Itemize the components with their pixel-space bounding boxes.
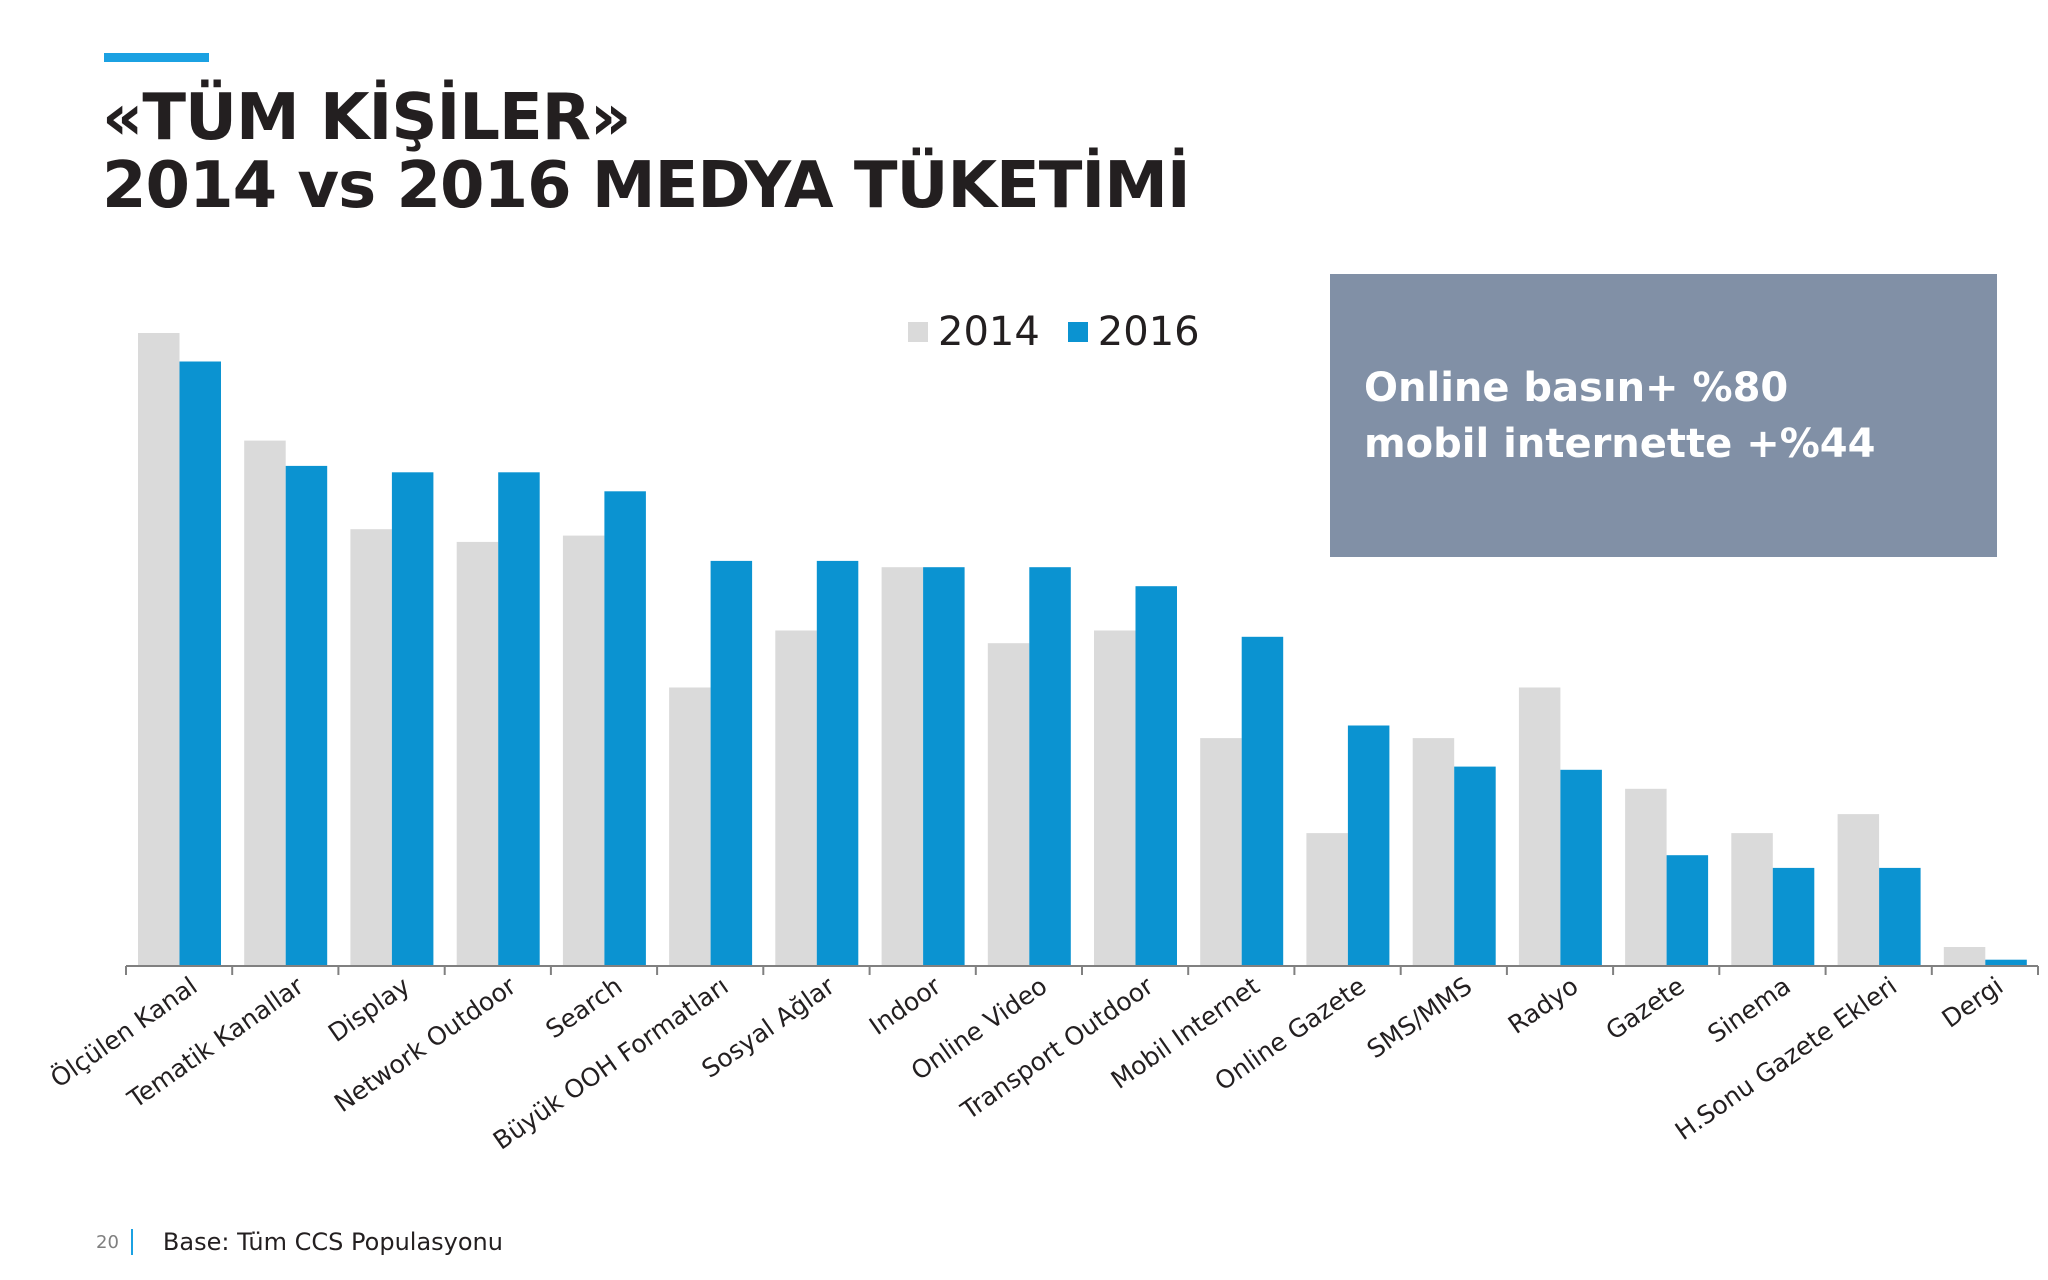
bar-2016-10 <box>1135 586 1177 966</box>
callout-line-1: Online basın+ %80 <box>1364 365 1789 411</box>
bar-2016-8 <box>923 567 965 966</box>
base-note: Base: Tüm CCS Populasyonu <box>162 1228 503 1256</box>
x-tick-label: Transport Outdoor <box>955 971 1159 1126</box>
bar-2014-16 <box>1731 833 1773 966</box>
callout-line-2: mobil internette +%44 <box>1364 421 1876 467</box>
chart-legend: 2014 2016 <box>908 307 1228 357</box>
bar-2016-12 <box>1347 725 1390 966</box>
bar-2016-6 <box>710 560 753 966</box>
legend-swatch-2016 <box>1067 322 1088 342</box>
bar-2016-14 <box>1560 769 1602 966</box>
bar-2014-7 <box>775 630 817 966</box>
bar-2014-9 <box>987 643 1030 966</box>
bar-2016-1 <box>179 361 221 966</box>
bar-2016-11 <box>1241 636 1284 966</box>
bar-2014-2 <box>244 440 286 967</box>
bar-2016-9 <box>1029 567 1071 966</box>
bar-2016-18 <box>1985 959 2027 966</box>
bar-2014-8 <box>881 567 924 966</box>
legend-label-2016: 2016 <box>1097 309 1200 355</box>
x-tick-label: Dergi <box>1937 971 2009 1033</box>
bar-2016-13 <box>1454 766 1496 966</box>
bar-2016-5 <box>604 491 646 967</box>
x-tick-label: Display <box>323 971 415 1048</box>
bar-2014-17 <box>1837 814 1880 966</box>
x-tick-label: Search <box>540 971 627 1044</box>
bar-2014-18 <box>1943 947 1986 966</box>
highlight-callout-box: Online basın+ %80 mobil internette +%44 <box>1330 274 1997 557</box>
page-number: 20 <box>96 1231 119 1253</box>
x-tick-label: SMS/MMS <box>1362 971 1478 1064</box>
bar-2014-5 <box>562 535 605 966</box>
bar-2016-3 <box>391 472 434 966</box>
legend-item-2016: 2016 <box>1067 309 1200 355</box>
footer: 20 Base: Tüm CCS Populasyonu <box>96 1222 503 1262</box>
legend-label-2014: 2014 <box>938 309 1040 355</box>
x-tick-label: Sinema <box>1702 971 1795 1049</box>
bar-2014-11 <box>1200 738 1242 966</box>
bar-2014-1 <box>138 333 180 966</box>
bar-2014-14 <box>1518 687 1561 966</box>
footer-separator <box>130 1229 133 1255</box>
page-title-line1: «TÜM KİŞİLER» <box>102 81 631 155</box>
x-tick-label: Gazete <box>1601 971 1690 1045</box>
bar-2014-10 <box>1094 630 1136 966</box>
bar-2016-15 <box>1666 855 1709 966</box>
bar-2016-7 <box>816 560 859 966</box>
x-tick-label: Network Outdoor <box>329 971 522 1118</box>
bar-2016-2 <box>285 465 328 966</box>
bar-2016-16 <box>1772 867 1815 966</box>
page-title: «TÜM KİŞİLER» 2014 vs 2016 MEDYA TÜKETİM… <box>102 81 1191 223</box>
bar-2014-15 <box>1625 788 1667 966</box>
x-tick-label: Indoor <box>864 971 947 1041</box>
bar-2014-3 <box>350 529 392 966</box>
bar-2014-12 <box>1306 833 1348 966</box>
bar-2014-4 <box>456 541 499 966</box>
bar-2016-4 <box>498 472 540 966</box>
legend-item-2014: 2014 <box>908 309 1040 355</box>
bar-2014-13 <box>1412 738 1455 966</box>
x-tick-label: Tematik Kanallar <box>122 971 310 1115</box>
title-accent-line <box>104 53 209 62</box>
x-tick-label: Radyo <box>1503 971 1584 1040</box>
page-title-line2: 2014 vs 2016 MEDYA TÜKETİMİ <box>102 149 1191 223</box>
bar-2014-6 <box>669 687 711 966</box>
legend-swatch-2014 <box>908 322 928 342</box>
bar-2016-17 <box>1879 867 1921 966</box>
